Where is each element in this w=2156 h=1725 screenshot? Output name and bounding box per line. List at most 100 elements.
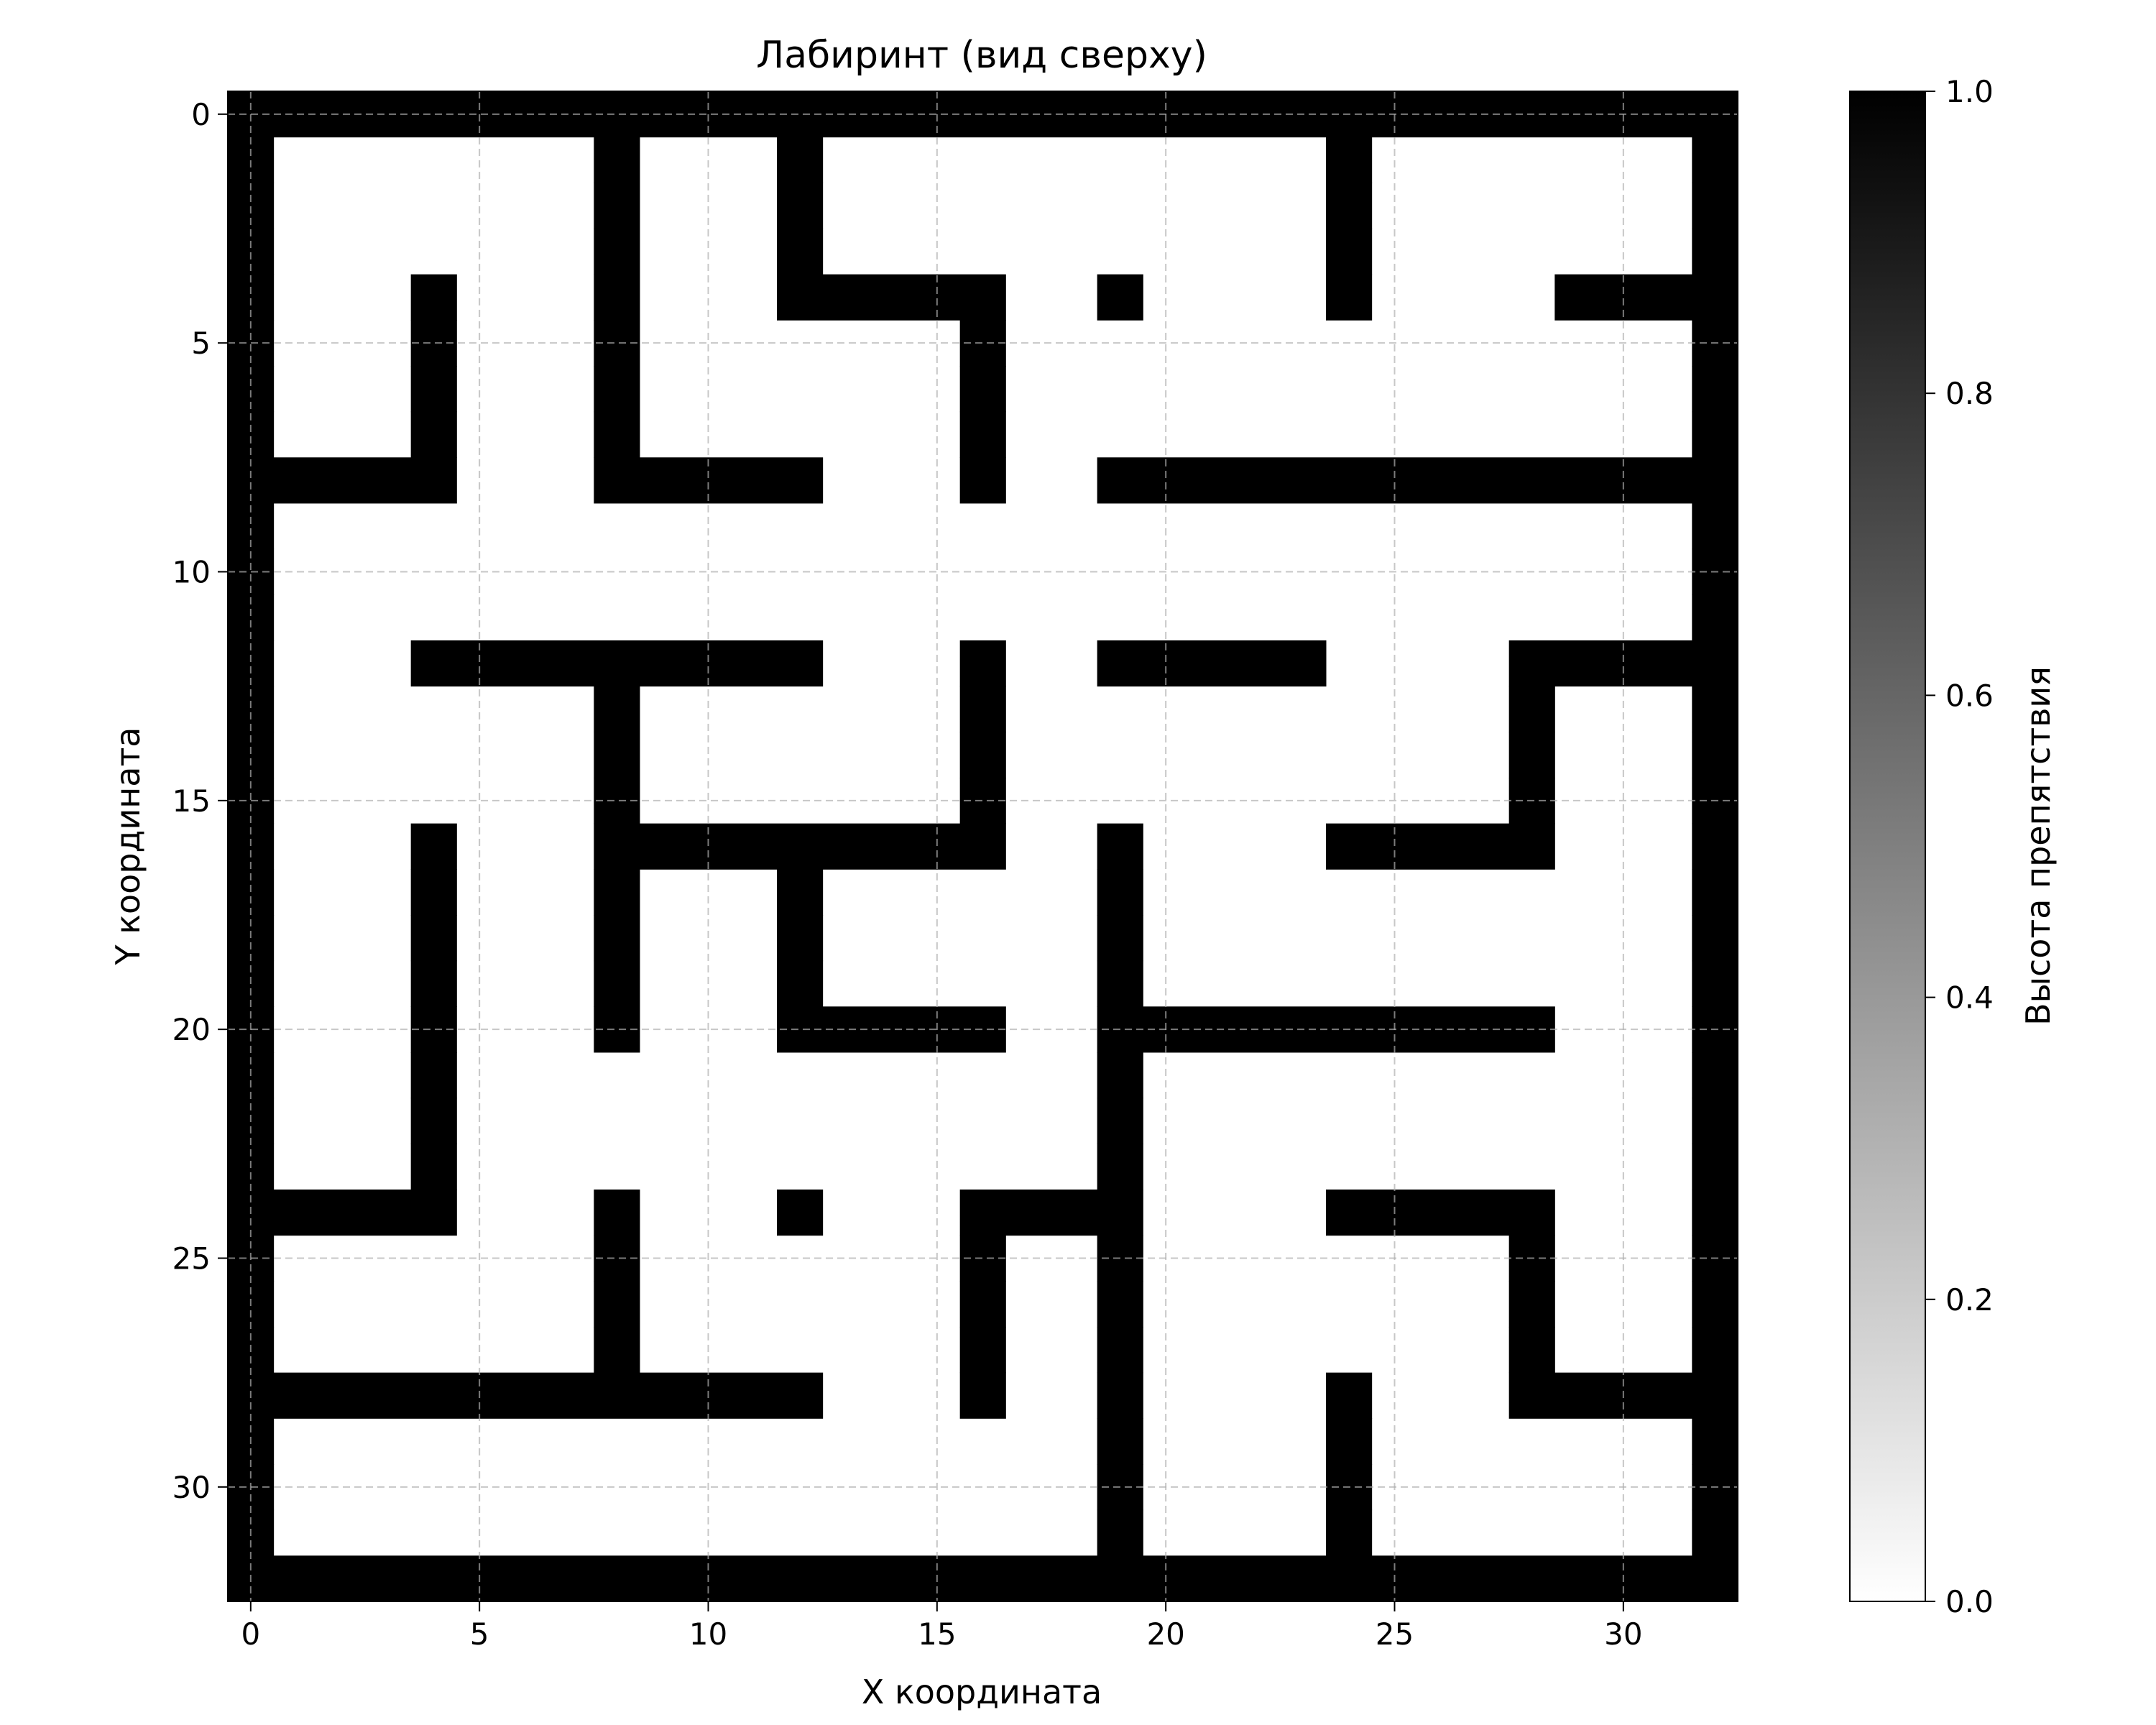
obstacle-cell (1097, 1327, 1143, 1373)
obstacle-cell (594, 366, 640, 412)
obstacle-cell (777, 1006, 1006, 1052)
obstacle-cell (1509, 1327, 1555, 1373)
obstacle-cell (960, 366, 1006, 412)
colorbar-ticks: 0.0 0.2 0.4 0.6 0.8 1.0 (1925, 74, 1994, 1619)
x-tick-label: 10 (689, 1616, 727, 1652)
obstacle-cell (960, 1373, 1006, 1419)
obstacle-cell (411, 869, 457, 915)
obstacle-cell (411, 275, 457, 321)
obstacle-cell (1692, 1510, 1738, 1556)
obstacle-cell (777, 1190, 823, 1236)
chart-title: Лабиринт (вид сверху) (756, 34, 1207, 77)
obstacle-cell (1692, 961, 1738, 1007)
obstacle-cell (594, 824, 1005, 870)
obstacle-cell (411, 1144, 457, 1190)
obstacle-cell (777, 915, 823, 961)
obstacle-cell (1326, 137, 1372, 183)
obstacle-cell (411, 915, 457, 961)
obstacle-cell (1097, 824, 1143, 870)
obstacle-cell (228, 457, 457, 503)
x-tick-label: 0 (241, 1616, 260, 1652)
obstacle-cell (1692, 1190, 1738, 1236)
obstacle-cell (1692, 824, 1738, 870)
obstacle-cell (1097, 1373, 1143, 1419)
obstacle-cell (1692, 915, 1738, 961)
obstacle-cell (960, 1190, 1143, 1236)
obstacle-cell (594, 1190, 640, 1236)
obstacle-cell (960, 457, 1006, 503)
obstacle-cell (1692, 869, 1738, 915)
obstacle-cell (1097, 1098, 1143, 1144)
obstacle-cell (1097, 961, 1143, 1007)
obstacle-cell (228, 91, 1738, 137)
y-tick-label: 15 (172, 783, 211, 819)
y-tick-label: 30 (172, 1470, 211, 1505)
obstacle-cell (960, 640, 1006, 686)
obstacle-cell (411, 366, 457, 412)
obstacle-cell (594, 869, 640, 915)
x-tick-label: 5 (470, 1616, 489, 1652)
colorbar-tick-label: 1.0 (1945, 74, 1994, 109)
obstacle-cell (1692, 1098, 1738, 1144)
obstacle-cell (1692, 1327, 1738, 1373)
obstacle-cell (1326, 1418, 1372, 1464)
y-tick-label: 10 (172, 555, 211, 590)
obstacle-cell (228, 1555, 1738, 1601)
obstacle-cell (594, 961, 640, 1007)
obstacle-cell (411, 824, 457, 870)
obstacle-cell (960, 1327, 1006, 1373)
colorbar-tick-label: 0.2 (1945, 1282, 1994, 1317)
colorbar (1850, 91, 1925, 1601)
colorbar-tick-label: 0.0 (1945, 1584, 1994, 1619)
obstacle-cell (411, 1098, 457, 1144)
obstacle-cell (1692, 1281, 1738, 1327)
obstacle-cell (777, 137, 823, 183)
obstacle-cell (1692, 594, 1738, 640)
obstacle-cell (1097, 869, 1143, 915)
obstacle-cell (1554, 275, 1738, 321)
colorbar-label: Высота препятствия (2019, 666, 2058, 1026)
obstacle-cell (594, 686, 640, 732)
x-tick-label: 15 (918, 1616, 956, 1652)
obstacle-cell (411, 412, 457, 458)
obstacle-cell (1097, 457, 1738, 503)
obstacle-cell (1509, 1281, 1555, 1327)
obstacle-cell (1509, 686, 1555, 732)
obstacle-cell (777, 183, 823, 229)
obstacle-cell (960, 732, 1006, 778)
obstacle-cell (594, 915, 640, 961)
obstacle-cell (1326, 183, 1372, 229)
colorbar-tick-label: 0.4 (1945, 980, 1994, 1016)
obstacle-cell (1326, 824, 1555, 870)
x-tick-label: 30 (1604, 1616, 1642, 1652)
colorbar-tick-label: 0.8 (1945, 376, 1994, 411)
obstacle-cell (1692, 1052, 1738, 1098)
obstacle-cell (594, 229, 640, 275)
obstacle-cell (1097, 915, 1143, 961)
obstacle-cell (228, 1190, 457, 1236)
obstacle-cell (1097, 275, 1143, 321)
obstacle-cell (411, 640, 824, 686)
obstacle-cell (777, 275, 1006, 321)
obstacle-cell (1692, 412, 1738, 458)
y-tick-label: 5 (191, 326, 211, 361)
obstacle-cell (594, 137, 640, 183)
obstacle-cell (777, 961, 823, 1007)
obstacle-cell (1509, 732, 1555, 778)
obstacle-cell (594, 412, 640, 458)
obstacle-cell (594, 1281, 640, 1327)
obstacle-cell (594, 1327, 640, 1373)
obstacle-cell (1097, 640, 1327, 686)
y-tick-label: 20 (172, 1012, 211, 1047)
y-tick-label: 25 (172, 1241, 211, 1276)
obstacle-cell (1692, 1418, 1738, 1464)
obstacle-cell (1692, 137, 1738, 183)
obstacle-cell (411, 1052, 457, 1098)
obstacle-cell (228, 1373, 823, 1419)
obstacle-cell (960, 1281, 1006, 1327)
y-axis-label: Y координата (109, 727, 147, 966)
obstacle-cell (777, 869, 823, 915)
colorbar-tick-label: 0.6 (1945, 678, 1994, 713)
x-tick-label: 25 (1376, 1616, 1414, 1652)
